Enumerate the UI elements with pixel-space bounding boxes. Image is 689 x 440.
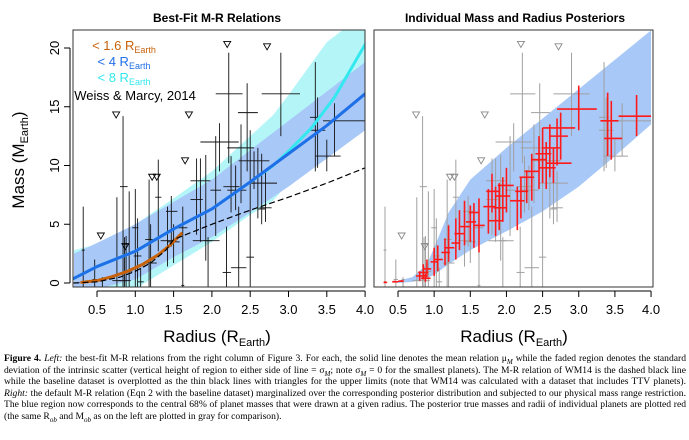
upper-limit-triangle	[184, 111, 194, 119]
y-tick-label: 15	[47, 100, 62, 114]
x-tick-label: 2.5	[241, 302, 259, 317]
left-plot-frame	[72, 29, 366, 288]
upper-limit-triangle	[152, 173, 162, 182]
x-tick-label: 1.0	[425, 302, 443, 317]
x-tick-label: 2.0	[203, 302, 221, 317]
x-tick-label: 0.5	[389, 302, 407, 317]
upper-limit-triangle	[121, 243, 130, 251]
x-tick-label: 2.5	[534, 302, 552, 317]
right-x-axis-label: Radius (REarth)	[460, 327, 568, 349]
x-tick-label: 1.0	[126, 302, 144, 317]
x-tick-label: 3.5	[318, 302, 336, 317]
caption-fragment: as on the left are plotted in gray for c…	[91, 410, 282, 422]
x-tick-label: 3.0	[279, 302, 297, 317]
upper-limit-triangle	[516, 41, 526, 49]
caption-fragment: and M	[56, 410, 85, 422]
upper-limit-triangle	[180, 157, 190, 165]
caption-fragment: M	[360, 369, 367, 378]
caption-fragment: ob	[84, 415, 92, 424]
figure-4: Best-Fit M-R Relations 0.5 1.0 1.5 2.0 2.5 3.…	[9, 11, 660, 349]
y-axis-label: Mass (MEarth)	[9, 111, 31, 208]
caption-fragment: Left:	[44, 353, 63, 364]
upper-limit-triangle	[397, 232, 406, 240]
upper-limit-triangle	[480, 111, 490, 119]
right-plot-frame	[373, 29, 654, 288]
x-tick-label: 1.5	[165, 302, 183, 317]
caption-fragment: the best-fit M-R relations from the righ…	[62, 353, 507, 364]
y-tick-label: 10	[47, 158, 62, 172]
left-x-axis-label: Radius (REarth)	[163, 327, 271, 349]
caption-fragment: ob	[49, 415, 57, 424]
caption-body: Left: the best-fit M-R relations from th…	[4, 353, 686, 424]
y-tick-label: 20	[47, 41, 62, 55]
right-x-axis: 0.5 1.0 1.5 2.0 2.5 3.0 3.5 4.0	[389, 290, 660, 317]
line--4-r-earth	[73, 92, 365, 280]
upper-limit-triangle	[476, 157, 486, 165]
right-plot-area	[383, 30, 652, 287]
figure-caption: Figure 4. Left: the best-fit M-R relatio…	[4, 353, 686, 423]
x-tick-label: 3.5	[606, 302, 624, 317]
x-tick-label: 3.0	[570, 302, 588, 317]
line-weiss-marcy-2014	[73, 167, 365, 284]
caption-fragment: Right:	[4, 387, 28, 399]
x-tick-label: 2.0	[497, 302, 515, 317]
left-x-axis: 0.5 1.0 1.5 2.0 2.5 3.0 3.5 4.0	[88, 290, 374, 317]
legend-item-3: < 8 REarth	[98, 70, 151, 87]
caption-fragment: the default M-R relation (Eqn 2 with the…	[4, 387, 686, 422]
legend-item-2: < 4 REarth	[98, 54, 151, 71]
caption-fragment: M	[506, 357, 513, 366]
upper-limit-triangle	[411, 111, 421, 119]
legend-item-4: Weiss & Marcy, 2014	[74, 88, 196, 103]
left-panel-best-fit: Best-Fit M-R Relations 0.5 1.0 1.5 2.0 2.5 3.…	[9, 11, 374, 349]
x-tick-label: 4.0	[356, 302, 374, 317]
upper-limit-triangle	[450, 173, 459, 182]
x-tick-label: 0.5	[88, 302, 106, 317]
y-tick-label: 0	[47, 279, 62, 286]
legend-item-1: < 1.6 REarth	[92, 38, 156, 55]
y-tick-label: 5	[47, 221, 62, 228]
caption-fragment: = 0 for the smallest planets). The M-R r…	[4, 364, 686, 388]
left-y-axis: 0 5 10 15 20	[47, 41, 71, 287]
caption-label: Figure 4.	[4, 353, 42, 364]
caption-fragment: ; note σ	[330, 364, 361, 376]
upper-limit-triangle	[111, 111, 121, 119]
x-tick-label: 4.0	[642, 302, 660, 317]
left-plot-area	[73, 30, 365, 287]
caption-fragment: while the faded region denotes the stand…	[4, 353, 686, 376]
upper-limit-triangle	[96, 232, 106, 240]
upper-limit-triangle	[147, 173, 157, 182]
band--4-r-earth-band	[74, 62, 365, 287]
upper-limit-triangle	[445, 173, 455, 182]
upper-limit-triangle	[420, 243, 430, 251]
right-panel-title: Individual Mass and Radius Posteriors	[405, 11, 625, 25]
upper-limit-triangle	[262, 43, 272, 51]
caption-fragment: M	[324, 369, 331, 378]
right-panel-posteriors: Individual Mass and Radius Posteriors 0.…	[373, 11, 660, 349]
x-tick-label: 1.5	[461, 302, 479, 317]
upper-limit-triangle	[222, 41, 232, 49]
left-panel-title: Best-Fit M-R Relations	[153, 11, 281, 25]
upper-limit-triangle	[554, 43, 563, 51]
